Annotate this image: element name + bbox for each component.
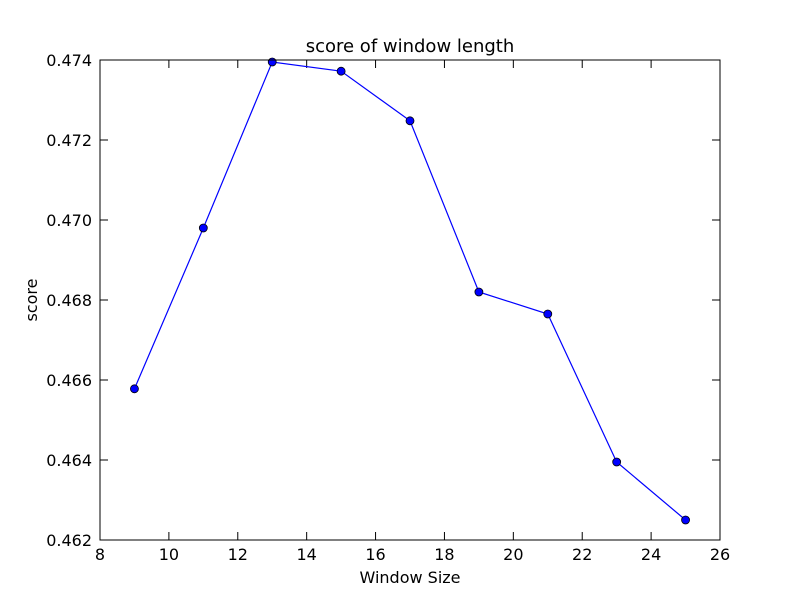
- chart-title: score of window length: [306, 36, 515, 57]
- x-axis-label: Window Size: [359, 568, 460, 587]
- x-tick-label: 8: [95, 545, 105, 564]
- plot-frame: [99, 59, 721, 541]
- y-tick-label: 0.474: [46, 51, 92, 70]
- y-tick-label: 0.468: [46, 291, 92, 310]
- y-axis-label: score: [22, 279, 41, 322]
- x-tick-label: 24: [641, 545, 661, 564]
- y-tick-label: 0.466: [46, 371, 92, 390]
- data-point: [543, 309, 553, 319]
- x-tick-label: 26: [710, 545, 730, 564]
- x-tick-label: 22: [572, 545, 592, 564]
- data-point: [130, 384, 139, 394]
- data-series: [130, 57, 690, 525]
- data-point: [474, 287, 484, 297]
- data-point: [267, 57, 277, 67]
- data-point: [681, 515, 690, 525]
- data-point: [198, 223, 208, 233]
- x-tick-label: 16: [365, 545, 385, 564]
- x-tick-label: 14: [296, 545, 316, 564]
- x-tick-label: 20: [503, 545, 523, 564]
- data-point: [405, 116, 415, 126]
- data-point: [612, 457, 622, 467]
- y-tick-label: 0.472: [46, 131, 92, 150]
- axis-ticks: 8 10 12 14 16 18 20 22 24 26 0.462 0.464 0.466 0.468 0…: [46, 51, 730, 564]
- data-point: [336, 66, 346, 76]
- x-tick-label: 18: [434, 545, 454, 564]
- x-tick-label: 12: [228, 545, 248, 564]
- y-tick-label: 0.462: [46, 531, 92, 550]
- x-tick-label: 10: [159, 545, 179, 564]
- y-tick-label: 0.464: [46, 451, 92, 470]
- y-tick-label: 0.470: [46, 211, 92, 230]
